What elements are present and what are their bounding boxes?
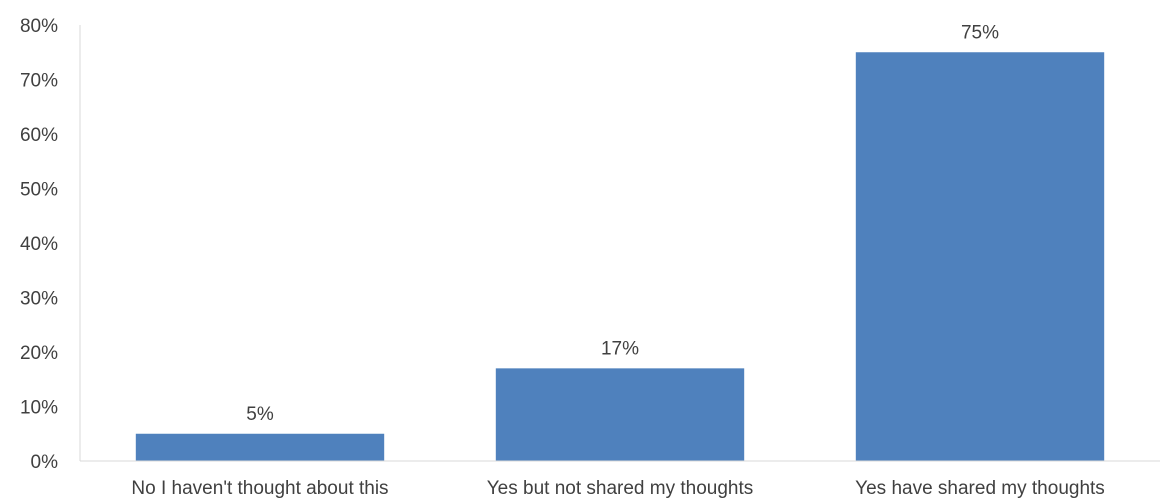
bars [135,52,1105,461]
y-tick-label: 70% [20,71,58,92]
x-category-label: Yes but not shared my thoughts [487,478,754,499]
x-axis-labels: No I haven't thought about this Yes but n… [131,478,1104,499]
y-tick-label: 60% [20,125,58,146]
bar [495,368,745,461]
bar [135,433,385,461]
x-category-label: No I haven't thought about this [131,478,388,499]
x-category-label: Yes have shared my thoughts [855,478,1105,499]
y-tick-label: 0% [31,452,59,473]
y-tick-label: 80% [20,16,58,37]
data-label: 5% [246,404,274,425]
bar [855,52,1105,461]
y-tick-label: 40% [20,234,58,255]
y-axis-ticks: 0% 10% 20% 30% 40% 50% 60% 70% 80% [20,16,58,473]
y-tick-label: 50% [20,180,58,201]
data-label: 17% [601,338,639,359]
y-tick-label: 20% [20,343,58,364]
y-tick-label: 10% [20,398,58,419]
y-tick-label: 30% [20,289,58,310]
data-label: 75% [961,22,999,43]
data-labels: 5% 17% 75% [246,22,999,425]
